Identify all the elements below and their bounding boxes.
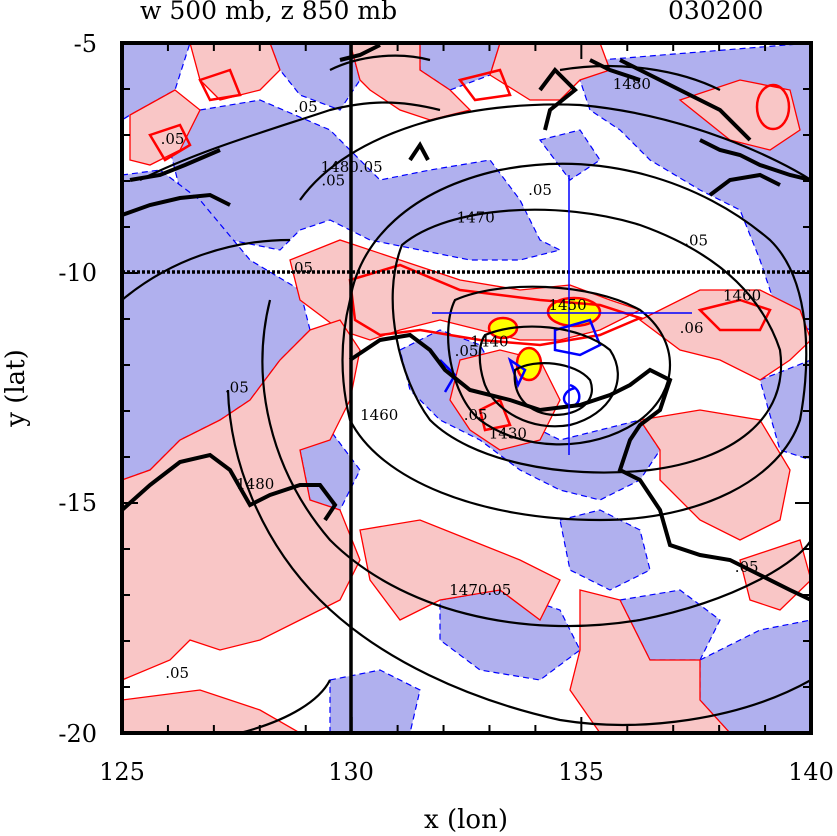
height-contour [299,103,811,201]
red-contour [755,83,791,131]
coastline-segment [129,148,221,182]
contour-label: 1480 [236,475,274,493]
coastline-segment [122,192,231,217]
coastline [122,43,811,602]
height-contour [261,299,811,628]
height-contour [329,54,431,71]
contour-labels: 1470 1460 1450 1440 1430 1480 1460 1480 1480.05 1… [161,75,762,682]
contour-label: 1480.05 [321,158,383,176]
red-contour [457,68,512,102]
negative-region [619,589,721,661]
contour-label: .05 [735,558,759,576]
negative-region [269,43,361,111]
contour-label: .05 [464,406,488,424]
contour-label: 1440 [470,333,508,351]
x-axis-label: x (lon) [424,805,508,835]
red-contour [148,123,192,162]
plot-area: 1470 1460 1450 1440 1430 1480 1460 1480 1480.05 1… [122,43,811,733]
blue-contour [553,318,602,357]
x-tick-label: 135 [558,758,604,786]
positive-region [569,589,731,733]
height-contour [559,65,721,91]
negative-region [559,509,651,591]
positive-region [489,43,611,101]
contour-label: .05 [165,664,189,682]
strong-red-contours [148,68,791,432]
coastline-segment [122,452,338,522]
contour-label: 1430 [489,425,527,443]
contour-label: 1470 [457,208,495,226]
y-tick-label: -10 [58,259,97,287]
red-contour [348,263,644,347]
axis-ticks [121,42,812,734]
coastline-segment [348,332,811,602]
contour-label: .05 [455,342,479,360]
negative-region [169,99,562,261]
y-axis-label: y (lat) [1,349,31,428]
height-contour-1450 [447,285,671,446]
height-contour [139,101,441,181]
contour-label: .05 [321,172,345,190]
x-tick-label: 125 [99,758,145,786]
coastline-segment [339,43,381,62]
contour-label: 1460 [360,406,398,424]
coastline-segment [708,172,781,197]
red-contour [198,68,242,102]
blue-contour [439,359,457,393]
x-tick-label: 140 [788,758,834,786]
coastline-segment [619,58,752,142]
coastline-segment [699,138,811,182]
x-tick-label: 130 [328,758,374,786]
negative-region [699,619,811,733]
height-contour-1460 [341,162,808,522]
contour-label: .05 [684,231,708,249]
negative-w-regions [122,43,811,733]
contour-label: .05 [225,379,249,397]
storm-center-crosshair [432,175,692,455]
height-contour [122,238,291,301]
contour-label: .05 [161,130,185,148]
negative-region [419,43,501,91]
negative-region [759,359,811,461]
plot-title-left: w 500 mb, z 850 mb [140,0,398,25]
positive-region [122,319,361,681]
plot-frame [120,41,813,735]
negative-region [538,129,601,181]
contour-label: 1460 [723,287,761,305]
contour-label: .05 [289,259,313,277]
contour-label: .06 [680,319,704,337]
height-contour-1470 [391,208,783,474]
y-tick-label: -5 [74,30,97,58]
positive-region [122,689,302,733]
red-contour [697,298,772,332]
coastline-segment [538,66,578,131]
contour-label: 1480 [613,75,651,93]
height-contour-1440 [478,325,619,428]
y-tick-label: -15 [58,489,97,517]
contour-label: 1450 [548,296,586,314]
coastline-segment [589,58,641,82]
height-contour [239,679,331,733]
contour-label: .05 [528,181,552,199]
contour-label: 1470.05 [449,581,511,599]
plot-title-right: 030200 [668,0,764,25]
coastline-segment [408,141,430,162]
positive-region [638,409,791,541]
y-tick-label: -20 [58,720,97,748]
contour-label: .05 [294,98,318,116]
